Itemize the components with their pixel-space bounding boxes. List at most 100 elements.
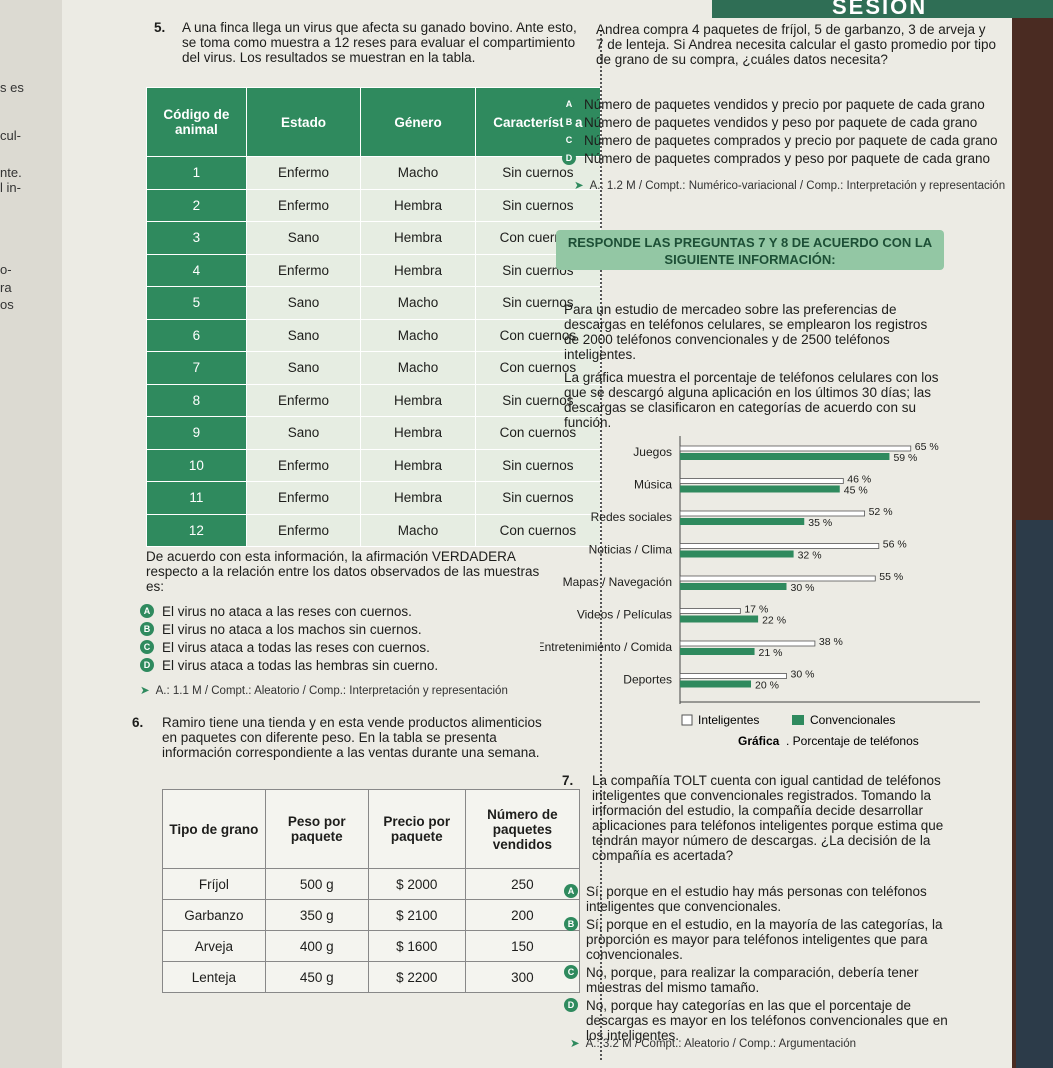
- table-cell: Macho: [360, 318, 476, 352]
- table-cell: Con cuernos: [474, 318, 602, 352]
- table-cell: Hembra: [360, 221, 476, 255]
- data-label-convencionales: 30 %: [791, 582, 815, 594]
- answer-options: A Número de paquetes vendidos y precio po…: [562, 97, 1002, 169]
- data-label-convencionales: 59 %: [893, 452, 917, 464]
- answer-option[interactable]: C El virus ataca a todas las reses con cu…: [140, 640, 590, 655]
- legend-label: Convencionales: [810, 713, 895, 727]
- option-letter-badge: D: [562, 151, 576, 165]
- table-cell: 250: [464, 868, 581, 900]
- answer-option[interactable]: D El virus ataca a todas las hembras sin …: [140, 658, 590, 673]
- data-label-convencionales: 45 %: [844, 485, 868, 497]
- page-fragment: l in-: [0, 180, 21, 195]
- bar-inteligentes: [679, 608, 741, 614]
- option-letter-badge: C: [564, 965, 578, 979]
- answer-option[interactable]: A Sí, porque en el estudio hay más person…: [564, 884, 964, 914]
- question-text: A una finca llega un virus que afecta su…: [182, 20, 577, 65]
- bar-inteligentes: [679, 575, 876, 582]
- answer-options: A El virus no ataca a las reses con cuern…: [140, 604, 590, 676]
- table-cell: 6: [146, 318, 247, 352]
- chart-caption-bold: Gráfica: [738, 734, 780, 748]
- section-banner: RESPONDE LAS PREGUNTAS 7 Y 8 DE ACUERDO …: [556, 230, 944, 270]
- answer-option[interactable]: C No, porque, para realizar la comparació…: [564, 965, 964, 995]
- answer-option[interactable]: C Número de paquetes comprados y precio p…: [562, 133, 1002, 148]
- table-cell: 9: [146, 416, 247, 450]
- table-cell: Hembra: [360, 416, 476, 450]
- session-title: SESIÓN: [832, 0, 928, 19]
- table-cell: $ 2100: [367, 899, 466, 931]
- page-fragment: nte.: [0, 165, 22, 180]
- page-fragment: cul-: [0, 128, 21, 143]
- table-cell: Sin cuernos: [474, 156, 602, 190]
- answer-option[interactable]: D Número de paquetes comprados y peso por…: [562, 151, 1002, 166]
- table-cell: Hembra: [360, 481, 476, 515]
- arrow-icon: ➤: [574, 180, 584, 192]
- table-cell: Lenteja: [162, 961, 266, 993]
- page-fragment: o-: [0, 262, 12, 277]
- table-cell: Enfermo: [245, 156, 362, 190]
- bar-inteligentes: [679, 543, 880, 549]
- table-row: Lenteja 450 g $ 2200 300: [162, 961, 581, 993]
- option-letter-badge: D: [564, 998, 578, 1012]
- question-text: La compañía TOLT cuenta con igual cantid…: [592, 773, 944, 863]
- data-label-inteligentes: 30 %: [791, 669, 815, 681]
- table-row: 5 Sano Macho Sin cuernos: [146, 286, 602, 320]
- table-cell: Sin cuernos: [474, 286, 602, 320]
- table-header: Tipo de grano: [162, 789, 266, 869]
- answer-option[interactable]: B Número de paquetes vendidos y peso por …: [562, 115, 1002, 130]
- option-letter-badge: D: [140, 658, 154, 672]
- table-header: Código de animal: [146, 87, 247, 157]
- table-row: 6 Sano Macho Con cuernos: [146, 318, 602, 352]
- table-cell: 150: [464, 930, 581, 962]
- question-number: 7.: [562, 773, 574, 788]
- meta-text: A.: 1.1 M / Compt.: Aleatorio / Comp.: I…: [155, 685, 508, 697]
- question-prompt: De acuerdo con esta información, la afir…: [146, 549, 540, 594]
- option-text: El virus ataca a todas las hembras sin c…: [162, 658, 439, 673]
- table-cell: 10: [146, 448, 247, 482]
- data-label-convencionales: 32 %: [798, 550, 822, 562]
- answer-option[interactable]: B El virus no ataca a los machos sin cuer…: [140, 622, 590, 637]
- option-text: Número de paquetes comprados y precio po…: [584, 133, 998, 148]
- option-text: No, porque hay categorías en las que el …: [586, 998, 948, 1043]
- question-number: 6.: [132, 715, 144, 730]
- bar-inteligentes: [679, 673, 787, 679]
- legend-swatch-inteligentes: [681, 714, 693, 726]
- category-label: Deportes: [623, 673, 672, 687]
- table-cell: 400 g: [264, 930, 369, 962]
- table-cell: Hembra: [360, 253, 476, 287]
- answer-option[interactable]: A Número de paquetes vendidos y precio po…: [562, 97, 1002, 112]
- answer-option[interactable]: D No, porque hay categorías en las que el…: [564, 998, 964, 1043]
- table-cell: 3: [146, 221, 247, 255]
- bar-convencionales: [680, 550, 794, 558]
- data-label-convencionales: 21 %: [759, 647, 783, 659]
- table-cell: $ 2000: [367, 868, 466, 900]
- table-cell: 300: [464, 961, 581, 993]
- answer-option[interactable]: A El virus no ataca a las reses con cuern…: [140, 604, 590, 619]
- table-body: Fríjol 500 g $ 2000 250 Garbanzo 350 g $ 2100 2…: [162, 868, 581, 993]
- answer-option[interactable]: B Sí, porque en el estudio, en la mayoría…: [564, 917, 964, 962]
- table-row: 11 Enfermo Hembra Sin cuernos: [146, 481, 602, 515]
- option-text: Número de paquetes comprados y peso por …: [584, 151, 991, 166]
- bar-inteligentes: [679, 445, 912, 452]
- table-header: Estado: [245, 87, 362, 157]
- table-cell: Macho: [360, 351, 476, 385]
- option-text: Número de paquetes vendidos y precio por…: [584, 97, 985, 112]
- table-cell: 500 g: [264, 868, 369, 900]
- bar-convencionales: [680, 615, 759, 623]
- bar-convencionales: [680, 583, 787, 590]
- table-row: Fríjol 500 g $ 2000 250: [162, 868, 581, 900]
- page-fragment: s es: [0, 80, 24, 95]
- table-cell: Fríjol: [162, 868, 266, 900]
- table-cell: Macho: [360, 286, 476, 320]
- table-cell: Hembra: [360, 188, 476, 222]
- worksheet-page: SESIÓN 5. A una finca llega un virus que…: [62, 0, 1053, 1068]
- option-text: El virus no ataca a los machos sin cuern…: [162, 622, 422, 637]
- table-header: Característica: [474, 87, 602, 157]
- virus-table: Código de animal Estado Género Caracterí…: [146, 87, 602, 547]
- column-divider: [600, 30, 602, 1060]
- table-cell: Con cuernos: [474, 513, 602, 547]
- table-cell: Enfermo: [245, 448, 362, 482]
- question-meta: ➤ A.: 1.1 M / Compt.: Aleatorio / Comp.: …: [140, 683, 508, 697]
- table-header: Género: [360, 87, 476, 157]
- background-edge: [1016, 520, 1053, 1068]
- table-cell: Sano: [245, 221, 362, 255]
